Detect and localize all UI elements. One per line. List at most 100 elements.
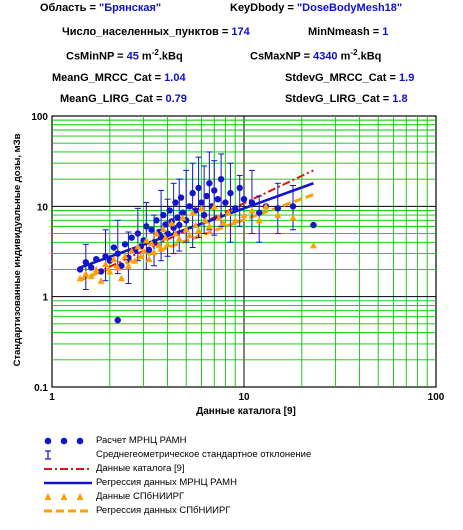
mrcc-point bbox=[176, 221, 183, 229]
lirg-point bbox=[82, 270, 90, 277]
lirg-point bbox=[76, 274, 84, 282]
legend-label-catalog: Данные каталога [9] bbox=[96, 463, 185, 474]
lirg-point bbox=[192, 221, 200, 229]
lirg-point bbox=[137, 252, 145, 260]
lirg-point bbox=[201, 216, 209, 224]
lirg-point bbox=[182, 225, 190, 233]
lirg-point bbox=[164, 240, 172, 248]
lirg-point bbox=[248, 206, 256, 214]
mrcc-point bbox=[200, 211, 208, 219]
mrcc-point bbox=[102, 253, 109, 260]
lirg-point bbox=[231, 216, 239, 224]
meang-mrcc-label: MeanG_MRCC_Cat = bbox=[52, 72, 165, 84]
mrcc-regression-legend-symbol bbox=[44, 481, 92, 485]
lirg-point bbox=[142, 236, 150, 244]
mrcc-point bbox=[256, 209, 263, 216]
legend-label-lirg: Данные СПбНИИРГ bbox=[96, 491, 185, 502]
mrcc-point bbox=[162, 221, 169, 228]
mrcc-point bbox=[232, 205, 239, 212]
lirg-point bbox=[185, 231, 193, 239]
lirg-point bbox=[106, 267, 114, 275]
lirg-point bbox=[121, 252, 129, 260]
legend-label-lirg-regression: Регрессия данных СПбНИИРГ bbox=[96, 505, 231, 516]
mrcc-point bbox=[145, 246, 153, 254]
mrcc-point bbox=[222, 199, 229, 206]
mrcc-point bbox=[195, 184, 202, 192]
lirg-point bbox=[262, 202, 270, 210]
mrcc-point bbox=[114, 316, 121, 324]
mrcc-point bbox=[82, 259, 90, 266]
mrcc-point bbox=[134, 230, 142, 237]
mrcc-point bbox=[203, 192, 210, 200]
mrcc-point bbox=[121, 241, 129, 248]
lirg-point bbox=[197, 204, 205, 212]
mrcc-point bbox=[114, 250, 121, 257]
mrcc-point bbox=[217, 175, 225, 183]
lirg-point bbox=[179, 214, 187, 221]
mrcc-point bbox=[179, 209, 186, 216]
mrcc-point bbox=[118, 262, 125, 269]
csmax-unit-exp: -2 bbox=[350, 48, 358, 57]
header-meang-lirg: MeanG_LIRG_Cat = 0.79 bbox=[60, 93, 187, 105]
keydbody-value: "DoseBodyMesh18" bbox=[296, 2, 403, 14]
lirg-points bbox=[76, 202, 317, 284]
lirg-point bbox=[205, 222, 213, 230]
csmax-value: 4340 bbox=[313, 50, 338, 63]
mrcc-point bbox=[157, 233, 165, 240]
mrcc-point bbox=[143, 223, 150, 230]
mrcc-point bbox=[125, 254, 132, 261]
header-keydbody: KeyDbody = "DoseBodyMesh18" bbox=[230, 2, 402, 14]
mrcc-point bbox=[240, 195, 248, 203]
x-tick-label: 1 bbox=[49, 392, 55, 403]
header-csmin: CsMinNP = 45 m-2.kBq bbox=[66, 48, 183, 63]
mrcc-point bbox=[110, 244, 118, 251]
lirg-point bbox=[150, 248, 158, 256]
mrcc-point bbox=[128, 234, 135, 241]
mrcc-legend-symbol bbox=[44, 437, 84, 445]
lirg-point bbox=[131, 257, 139, 264]
lirg-point bbox=[152, 230, 160, 237]
csmax-unit-a: m bbox=[337, 50, 351, 63]
lirg-point bbox=[255, 216, 263, 224]
lirg-point bbox=[274, 211, 282, 219]
header-meang-mrcc: MeanG_MRCC_Cat = 1.04 bbox=[52, 72, 186, 84]
lirg-point bbox=[87, 272, 95, 279]
y-axis-label: Стандартизованные индивидуальные дозы, м… bbox=[12, 133, 23, 366]
header-stdevg-mrcc: StdevG_MRCC_Cat = 1.9 bbox=[285, 72, 414, 84]
mrcc-point bbox=[274, 205, 282, 212]
x-tick-label: 10 bbox=[238, 392, 250, 403]
stdevg-mrcc-label: StdevG_MRCC_Cat = bbox=[285, 72, 400, 84]
lirg-point bbox=[110, 255, 118, 263]
lirg-point bbox=[168, 219, 176, 227]
mrcc-point bbox=[186, 203, 193, 210]
mrcc-points bbox=[76, 175, 317, 324]
mrcc-point bbox=[76, 266, 84, 273]
mrcc-point bbox=[172, 199, 179, 206]
lirg-point bbox=[114, 264, 122, 271]
lirg-point bbox=[117, 274, 125, 282]
keydbody-label: KeyDbody = bbox=[230, 2, 297, 14]
error-bars bbox=[82, 151, 297, 291]
lirg-legend-symbol bbox=[44, 493, 84, 500]
np-count-label: Число_населенных_пунктов = bbox=[62, 26, 232, 38]
np-count-value: 174 bbox=[231, 26, 250, 38]
csmin-value: 45 bbox=[126, 50, 139, 63]
mrcc-point bbox=[106, 257, 113, 264]
legend-label-mrcc: Расчет МРНЦ РАМН bbox=[96, 435, 187, 446]
mrcc-point bbox=[198, 199, 205, 206]
x-axis-label: Данные каталога [9] bbox=[196, 406, 296, 417]
lirg-point bbox=[148, 239, 156, 247]
csmin-label: CsMinNP = bbox=[66, 50, 127, 63]
legend-label-stdev: Среднегеометрическое стандартное отклоне… bbox=[96, 449, 312, 460]
lirg-point bbox=[309, 241, 317, 249]
mrcc-point bbox=[289, 203, 297, 210]
csmin-unit-exp: -2 bbox=[151, 48, 159, 57]
lirg-point bbox=[240, 211, 248, 219]
csmax-unit-b: .kBq bbox=[357, 50, 382, 63]
y-tick-label: 100 bbox=[31, 112, 48, 123]
mrcc-point bbox=[227, 189, 234, 197]
lirg-point bbox=[159, 225, 167, 233]
y-tick-label: 10 bbox=[37, 202, 49, 213]
